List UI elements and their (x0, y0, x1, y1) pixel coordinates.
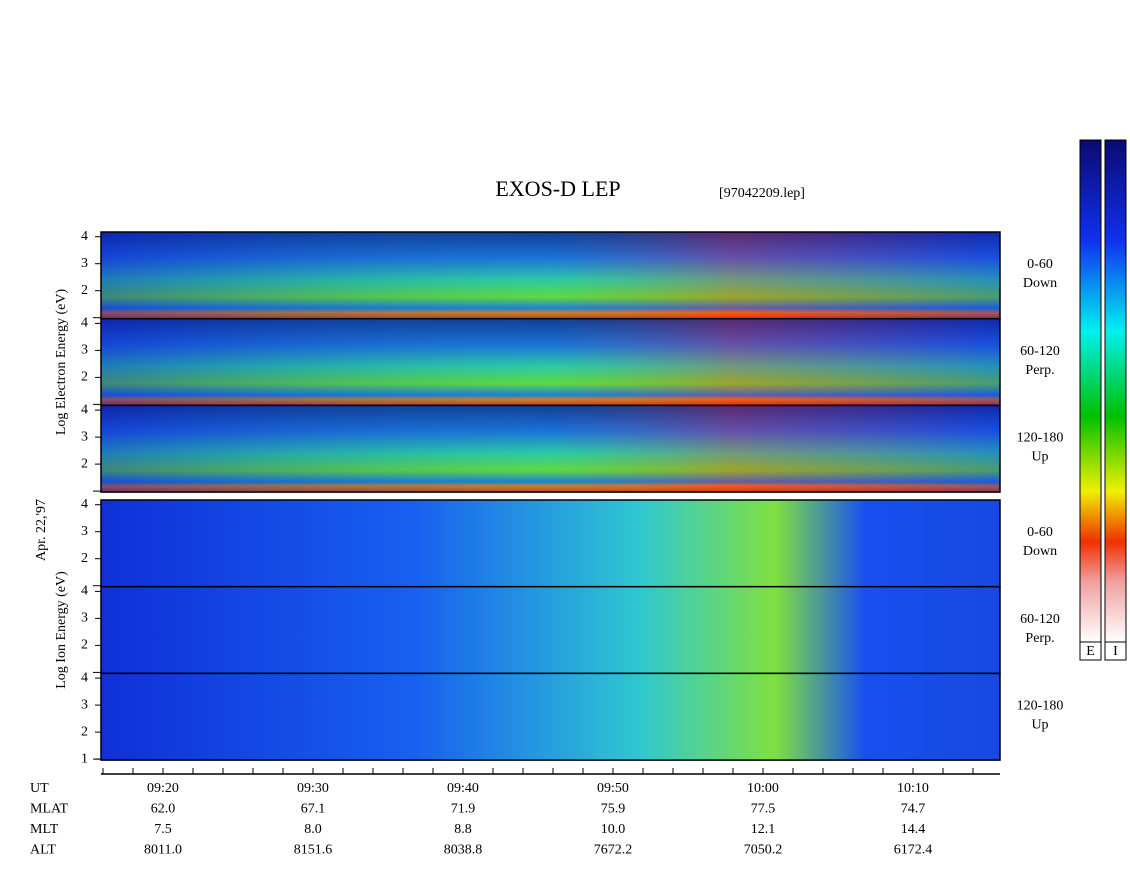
direction: Down (1023, 276, 1057, 291)
y-tick-label: 1 (81, 751, 88, 766)
direction: Down (1023, 544, 1057, 559)
colorbar-label-box (1079, 641, 1102, 661)
y-tick-label: 3 (81, 697, 88, 712)
spectrogram-overlay (101, 405, 1000, 493)
panels: Log Electron Energy (eV) 2 3 4 0-60 Down 2 3 4 60… (54, 229, 1063, 766)
spectrogram (101, 586, 1000, 674)
direction: Perp. (1025, 631, 1054, 646)
row-value: 09:20 (147, 781, 179, 796)
row-label: MLAT (30, 802, 69, 817)
y-tick-label: 4 (81, 670, 88, 685)
angle-range: 120-180 (1017, 699, 1064, 714)
angle-range: 120-180 (1017, 431, 1064, 446)
row-value: 14.4 (901, 822, 926, 837)
row-value: 7672.2 (594, 843, 633, 858)
spectrogram-overlay (101, 318, 1000, 406)
colorbar (1104, 139, 1127, 643)
title: EXOS-D LEP (495, 176, 620, 201)
row-value: 74.7 (901, 802, 926, 817)
direction: Perp. (1025, 363, 1054, 378)
row-value: 09:30 (297, 781, 329, 796)
row-value: 7050.2 (744, 843, 783, 858)
y-tick-label: 2 (81, 724, 88, 739)
angle-range: 60-120 (1020, 612, 1060, 627)
y-tick-label: 4 (81, 497, 88, 512)
orbit-table: UT 09:20 09:30 09:40 09:50 10:00 10:10 MLAT 62.0… (30, 768, 974, 858)
panel-frame (100, 404, 1001, 493)
row-value: 8.0 (304, 822, 322, 837)
row-value: 6172.4 (894, 843, 933, 858)
direction: Up (1031, 450, 1048, 465)
spectrogram (101, 673, 1000, 761)
row-value: 10:00 (747, 781, 779, 796)
angle-range: 60-120 (1020, 344, 1060, 359)
y-tick-label: 3 (81, 256, 88, 271)
row-value: 09:40 (447, 781, 479, 796)
row-value: 8151.6 (294, 843, 333, 858)
row-value: 10.0 (601, 822, 626, 837)
y-tick-label: 3 (81, 611, 88, 626)
row-label: UT (30, 781, 49, 796)
spectrogram (101, 500, 1000, 587)
row-value: 7.5 (154, 822, 172, 837)
y-tick-label: 3 (81, 343, 88, 358)
row-value: 8011.0 (144, 843, 182, 858)
row-value: 71.9 (451, 802, 476, 817)
y-tick-label: 2 (81, 551, 88, 566)
panel-frame (100, 672, 1001, 761)
row-value: 75.9 (601, 802, 626, 817)
colorbar-label: E (1086, 644, 1095, 659)
y-tick-label: 4 (81, 402, 88, 417)
y-tick-label: 2 (81, 283, 88, 298)
row-value: 8038.8 (444, 843, 483, 858)
y-tick-label: 3 (81, 524, 88, 539)
y-tick-label: 2 (81, 370, 88, 385)
row-value: 12.1 (751, 822, 776, 837)
direction: Up (1031, 718, 1048, 733)
spectrogram-overlay (101, 232, 1000, 319)
row-label: MLT (30, 822, 59, 837)
y-tick-label: 4 (81, 229, 88, 244)
y-tick-label: 3 (81, 429, 88, 444)
y-tick-label: 2 (81, 456, 88, 471)
row-value: 67.1 (301, 802, 326, 817)
angle-range: 0-60 (1027, 525, 1053, 540)
row-value: 09:50 (597, 781, 629, 796)
file-name: [97042209.lep] (719, 186, 805, 201)
row-value: 10:10 (897, 781, 929, 796)
y-axis-label: Log Electron Energy (eV) (54, 289, 69, 436)
row-value: 62.0 (151, 802, 176, 817)
colorbar (1079, 139, 1102, 643)
y-tick-label: 2 (81, 638, 88, 653)
angle-range: 0-60 (1027, 257, 1053, 272)
date-label: Apr. 22,'97 (34, 499, 49, 561)
y-tick-label: 4 (81, 584, 88, 599)
colorbar-label-box (1104, 641, 1127, 661)
y-axis-label: Log Ion Energy (eV) (54, 571, 69, 689)
row-value: 8.8 (454, 822, 472, 837)
y-tick-label: 4 (81, 316, 88, 331)
row-label: ALT (30, 843, 56, 858)
row-value: 77.5 (751, 802, 776, 817)
colorbar-label: I (1113, 644, 1118, 659)
